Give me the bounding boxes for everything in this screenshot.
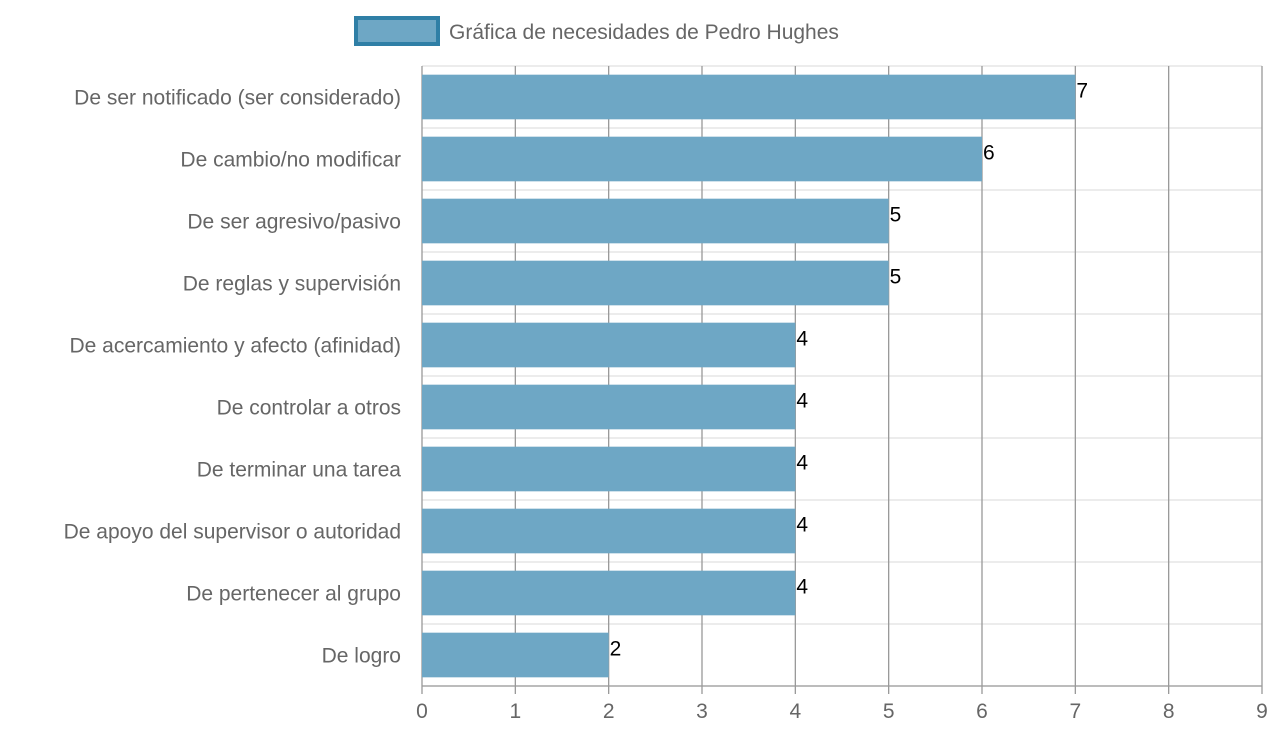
category-label: De pertenecer al grupo: [186, 583, 401, 606]
data-label: 2: [610, 638, 622, 661]
bar-layer: [422, 74, 1076, 678]
x-tick-label: 1: [509, 700, 521, 723]
category-label: De cambio/no modificar: [180, 149, 401, 172]
bar[interactable]: [422, 632, 609, 678]
category-label: De apoyo del supervisor o autoridad: [64, 521, 401, 544]
data-label: 4: [796, 390, 808, 413]
bar[interactable]: [422, 322, 796, 368]
category-label: De terminar una tarea: [197, 459, 402, 482]
x-tick-label: 6: [976, 700, 988, 723]
data-label: 4: [796, 576, 808, 599]
bar[interactable]: [422, 136, 982, 182]
category-label: De logro: [322, 645, 401, 668]
label-layer: 0 1 2 3 4 5 6 7 8 9 7 De ser notificado (ser consid…: [64, 80, 1268, 723]
category-label: De ser notificado (ser considerado): [74, 87, 401, 110]
category-label: De acercamiento y afecto (afinidad): [70, 335, 402, 358]
bar[interactable]: [422, 384, 796, 430]
x-tick-label: 2: [603, 700, 615, 723]
category-label: De reglas y supervisión: [183, 273, 401, 296]
bar[interactable]: [422, 260, 889, 306]
data-label: 7: [1076, 80, 1088, 103]
x-tick-label: 9: [1256, 700, 1268, 723]
x-tick-label: 3: [696, 700, 708, 723]
data-label: 6: [983, 142, 995, 165]
data-label: 4: [796, 514, 808, 537]
data-label: 5: [890, 266, 902, 289]
bar[interactable]: [422, 446, 796, 492]
x-tick-label: 0: [416, 700, 428, 723]
category-label: De ser agresivo/pasivo: [187, 211, 401, 234]
bar[interactable]: [422, 74, 1076, 120]
x-tick-label: 4: [789, 700, 801, 723]
x-tick-label: 5: [883, 700, 895, 723]
x-tick-label: 8: [1163, 700, 1175, 723]
category-label: De controlar a otros: [217, 397, 401, 420]
legend-label[interactable]: Gráfica de necesidades de Pedro Hughes: [449, 21, 839, 44]
legend-swatch[interactable]: [354, 16, 440, 46]
x-tick-label: 7: [1069, 700, 1081, 723]
bar[interactable]: [422, 508, 796, 554]
data-label: 4: [796, 328, 808, 351]
legend[interactable]: Gráfica de necesidades de Pedro Hughes: [354, 16, 839, 46]
bar[interactable]: [422, 570, 796, 616]
data-label: 4: [796, 452, 808, 475]
data-label: 5: [890, 204, 902, 227]
bar[interactable]: [422, 198, 889, 244]
